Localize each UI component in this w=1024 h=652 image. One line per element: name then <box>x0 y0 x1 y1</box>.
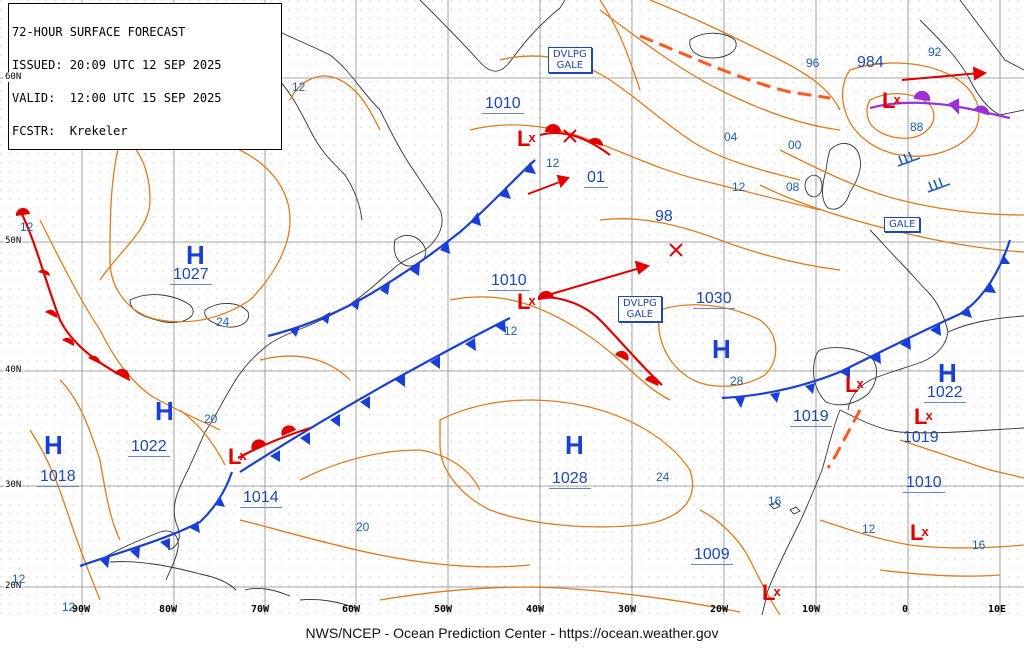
isobar-label: 12 <box>546 156 560 170</box>
cold-fronts <box>79 159 1012 568</box>
warning-line2: GALE <box>626 309 654 320</box>
isobar-label: 12 <box>862 522 876 536</box>
low-pressure-value: 1019 <box>903 429 939 446</box>
lon-label: 0 <box>902 604 909 615</box>
isobar-label: 28 <box>730 374 744 388</box>
low-pressure-symbol: Lx <box>910 520 929 545</box>
warning-box: DVLPG GALE <box>618 296 662 322</box>
low-pressure-symbol: Lx <box>882 88 901 113</box>
high-pressure-value: 1030 <box>693 290 735 309</box>
low-pressure-value: 1014 <box>240 489 282 508</box>
high-pressure-symbol: H <box>565 430 584 460</box>
lon-label: 80W <box>159 604 178 615</box>
isobar-label: 96 <box>806 56 820 70</box>
isobar-label: 24 <box>656 470 670 484</box>
high-pressure-value: 1022 <box>128 438 170 457</box>
low-pressure-symbol: Lx <box>762 580 781 605</box>
forecast-header: 72-HOUR SURFACE FORECAST ISSUED: 20:09 U… <box>8 3 282 150</box>
lat-label: 60N <box>4 72 23 82</box>
warning-line1: DVLPG <box>623 298 657 309</box>
header-forecaster: FCSTR: Krekeler <box>12 124 128 138</box>
low-pressure-symbol: Lx <box>517 126 536 151</box>
high-pressure-symbol: H <box>938 358 957 388</box>
lon-label: 50W <box>434 604 453 615</box>
lon-label: 90W <box>72 604 91 615</box>
low-pressure-value: 984 <box>857 54 884 71</box>
low-pressure-value: 01 <box>584 169 608 188</box>
troughs <box>639 34 862 469</box>
lon-label: 60W <box>342 604 361 615</box>
lat-label: 30N <box>4 480 23 490</box>
isobar-label: 12 <box>292 80 306 94</box>
isobar-label: 12 <box>62 600 76 614</box>
motion-arrows <box>527 66 988 296</box>
lon-label: 40W <box>526 604 545 615</box>
isobar-label: 92 <box>928 45 942 59</box>
coastlines <box>99 0 1024 616</box>
isobar-label: 24 <box>216 315 230 329</box>
lon-label: 70W <box>251 604 270 615</box>
isobar-label: 88 <box>910 120 924 134</box>
footer-credit: NWS/NCEP - Ocean Prediction Center - htt… <box>305 625 719 641</box>
lon-label: 10W <box>802 604 821 615</box>
low-pressure-symbol: Lx <box>517 289 536 314</box>
low-pressure-value: 1010 <box>903 474 945 493</box>
isobar-label: 04 <box>724 130 738 144</box>
low-pressure-value: 98 <box>655 208 673 225</box>
high-pressure-value: 1027 <box>170 266 212 285</box>
warning-box: GALE <box>884 217 921 232</box>
isobar-label: 12 <box>504 324 518 338</box>
warm-fronts <box>15 124 663 459</box>
low-pressure-value: 1019 <box>790 408 832 427</box>
high-pressure-value: 1018 <box>37 468 79 487</box>
isobar-label: 20 <box>204 412 218 426</box>
lat-label: 40N <box>4 365 23 375</box>
low-pressure-value: 1010 <box>482 95 524 114</box>
warning-line1: DVLPG <box>553 49 587 60</box>
lon-label: 30W <box>618 604 637 615</box>
isobar-label: 12 <box>12 572 26 586</box>
isobars <box>19 0 1024 616</box>
isobar-label: 16 <box>972 538 986 552</box>
warning-box: DVLPG GALE <box>548 47 592 73</box>
isobar-label: 00 <box>788 138 802 152</box>
lat-label: 20N <box>4 581 23 591</box>
low-pressure-symbol: Lx <box>914 404 933 429</box>
isobar-label: 16 <box>768 494 782 508</box>
high-pressure-value: 1022 <box>924 384 966 403</box>
high-pressure-symbol: H <box>44 430 63 460</box>
lat-label: 50N <box>4 236 23 246</box>
isobar-label: 12 <box>732 180 746 194</box>
warning-line1: GALE <box>889 219 916 230</box>
wind-barbs <box>897 151 951 193</box>
future-position-markers <box>563 129 683 257</box>
high-pressure-symbol: H <box>712 334 731 364</box>
header-issued: ISSUED: 20:09 UTC 12 SEP 2025 <box>12 58 222 72</box>
isobar-label: 20 <box>356 520 370 534</box>
header-valid: VALID: 12:00 UTC 15 SEP 2025 <box>12 91 222 105</box>
cold-front-teeth <box>100 162 1010 568</box>
header-title: 72-HOUR SURFACE FORECAST <box>12 25 186 39</box>
isobar-label: 08 <box>786 180 800 194</box>
warm-front-bumps <box>15 124 659 450</box>
lon-label: 10E <box>988 604 1007 615</box>
isobar-label: 12 <box>20 220 34 234</box>
lon-label: 20W <box>710 604 729 615</box>
low-pressure-symbol: Lx <box>845 372 864 397</box>
low-pressure-value: 1010 <box>488 272 530 291</box>
high-pressure-symbol: H <box>155 396 174 426</box>
high-pressure-symbol: H <box>186 240 205 270</box>
low-pressure-value: 1009 <box>691 546 733 565</box>
occluded-front <box>869 90 1011 120</box>
warning-line2: GALE <box>556 60 584 71</box>
high-pressure-value: 1028 <box>549 470 591 489</box>
low-pressure-symbol: Lx <box>228 444 247 469</box>
